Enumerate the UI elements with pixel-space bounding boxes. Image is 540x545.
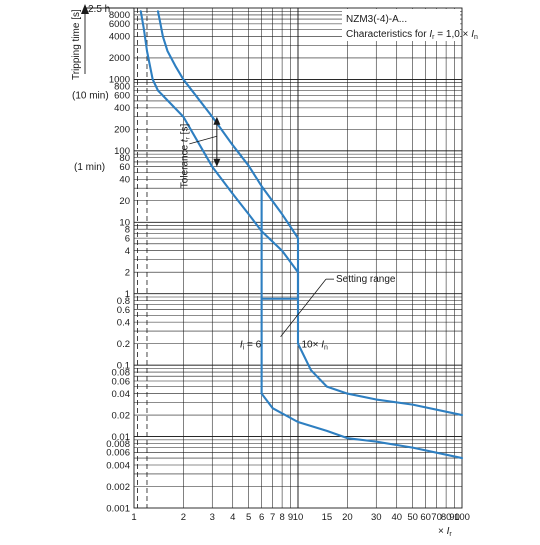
y-tick-label: 4 [125,246,130,257]
y-tick-label: 10 [119,218,130,229]
y-axis-arrowhead [81,4,89,14]
y-tick-label: 80 [119,153,130,164]
x-tick-label: 90 [449,512,460,523]
trip-curve-lower [139,10,464,460]
chart-subtitle: Characteristics for Ir = 1,0 × In [346,29,478,41]
in-label: 10× In [301,340,328,352]
x-tick-label: 60 [420,512,431,523]
tolerance-label: Tolerance tr [s] [179,124,191,189]
y-tick-label: 40 [119,175,130,186]
tolerance-arrow-head-up [213,116,221,125]
x-tick-label: 9 [288,512,293,523]
y-tick-label: 0.004 [106,460,130,471]
y-tick-label: 800 [114,82,130,93]
x-tick-label: 30 [371,512,382,523]
y-tick-label: 8000 [109,10,130,21]
x-tick-label: 3 [210,512,215,523]
annotation-layer: Tolerance tr [s] Setting range Ii = 6 10× I… [179,116,396,352]
y-tick-label: 2 [125,268,130,279]
y-tick-label: 0.002 [106,482,130,493]
x-tick-label: 100 [454,512,470,523]
y-tick-label: 6000 [109,19,130,30]
x-tick-label: 6 [259,512,264,523]
y-tick-label: 0.08 [112,367,131,378]
y-tick-label: 400 [114,103,130,114]
y-tick-label: 2000 [109,53,130,64]
y-tick-label: 100 [114,146,130,157]
setting-range-label: Setting range [336,274,396,285]
info-box [342,9,460,41]
x-tick-label: 2 [181,512,186,523]
y-tick-label: 0.001 [106,503,130,514]
y-axis-label: Tripping time [s] [71,9,82,80]
y-tick-label: 20 [119,196,130,207]
side-label-10min: (10 min) [72,91,109,102]
y-tick-label: 8 [125,225,130,236]
curve-layer [139,10,464,460]
y-tick-label: 0.4 [117,317,130,328]
y-tick-label: 0.008 [106,439,130,450]
side-label-1min: (1 min) [74,162,105,173]
x-tick-label: 8 [279,512,284,523]
y-tick-label: 0.06 [112,376,131,387]
x-tick-label: 70 [431,512,442,523]
top-marker-label: 2.5 h [88,4,110,15]
reference-lines [137,8,148,508]
chart-title: NZM3(-4)-A... [346,14,407,25]
setting-range-leader [280,278,327,337]
y-tick-label: 60 [119,162,130,173]
x-tick-label: 50 [407,512,418,523]
y-tick-label: 600 [114,91,130,102]
y-tick-label: 0.8 [117,296,130,307]
x-tick-label: 1 [131,512,136,523]
y-tick-label: 6 [125,233,130,244]
y-tick-label: 4000 [109,32,130,43]
y-tick-label: 200 [114,125,130,136]
tolerance-arrow-head-down [213,158,221,167]
x-tick-label: 4 [230,512,235,523]
x-tick-label: 7 [270,512,275,523]
y-tick-label: 1000 [109,75,130,86]
y-tick-label: 0.6 [117,305,130,316]
grid-layer [134,8,462,508]
x-tick-label: 5 [246,512,251,523]
trip-curve-upper [156,10,464,417]
y-tick-label: 0.01 [112,432,131,443]
y-tick-label: 0.2 [117,339,130,350]
y-tick-label: 0.1 [117,360,130,371]
x-tick-label: 10 [293,512,304,523]
y-tick-label: 1 [125,289,130,300]
tolerance-leader [189,135,217,145]
x-tick-label: 40 [391,512,402,523]
x-tick-label: 80 [441,512,452,523]
x-axis-label: × Ir [438,526,452,538]
x-tick-label: 15 [322,512,333,523]
x-tick-label: 20 [342,512,353,523]
y-tick-label: 0.006 [106,448,130,459]
ii-label: Ii = 6 [240,340,262,352]
y-tick-label: 0.04 [112,389,131,400]
y-tick-label: 0.02 [112,410,131,421]
